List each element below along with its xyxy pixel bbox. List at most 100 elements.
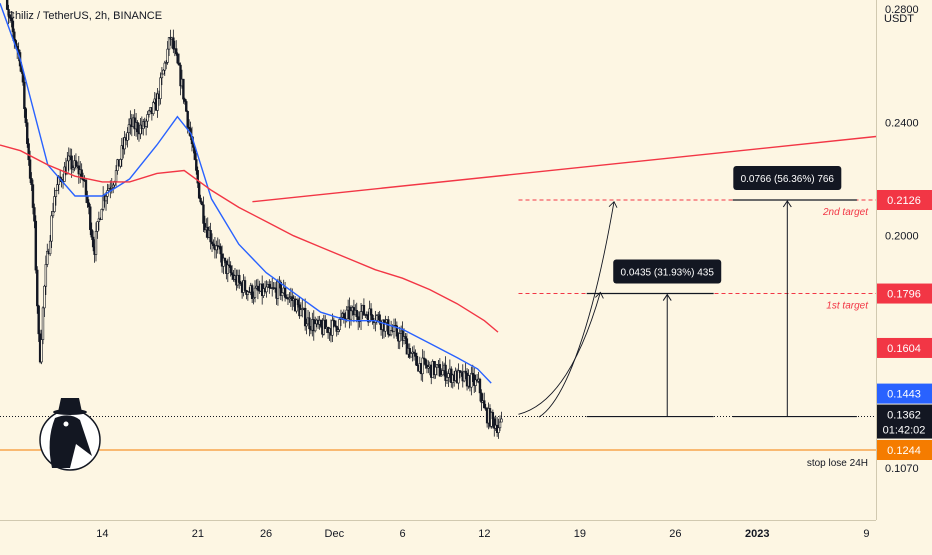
candle-body [54,190,58,197]
candle-body [305,323,308,327]
axis-price-tag-text: 0.1796 [887,289,921,301]
candle-body [415,356,419,367]
candle-body [44,264,48,287]
candle-body [37,305,40,335]
candle-body [253,287,257,298]
measure-label-box [733,166,842,190]
candle-body [345,309,348,320]
projection-arrow-head [595,291,604,299]
trend-line [252,135,877,203]
candle-body [243,280,247,291]
x-tick-label: 26 [260,528,272,540]
candle-body [160,73,164,79]
candle-body [74,160,78,167]
candle-body [31,184,35,208]
candle-body [226,264,230,274]
candle-body [71,167,75,170]
candle-body [484,407,487,410]
candle-body [336,329,340,332]
candle-body [104,196,108,202]
candle-body [412,351,416,354]
candle-body [36,269,39,307]
candle-body [126,132,129,141]
target-label: 2nd target [822,207,869,218]
candle-body [422,357,426,360]
candle-body [389,330,393,336]
measure-label-text: 0.0435 (31.93%) 435 [621,268,715,279]
candle-body [457,370,460,384]
candle-body [262,288,265,296]
measure-label-box [613,259,722,284]
candle-body [156,93,159,111]
candle-body [7,9,10,16]
measure-label-text: 0.0766 (56.36%) 766 [741,174,835,185]
x-tick-label: 2023 [745,528,769,540]
y-axis-unit: USDT [884,13,914,25]
candle-body [342,313,346,318]
projection-curve [538,201,615,418]
candle-body [447,373,450,378]
candle-body [34,220,38,271]
candle-body [303,307,307,327]
avatar-eye [63,421,69,427]
avatar-mask-body [49,415,92,468]
candle-body [200,201,204,206]
candle-body [498,421,502,429]
candle-body [483,400,486,409]
candle-body [183,98,187,102]
candle-body [110,186,113,189]
candle-body [163,62,166,71]
candle-body [136,122,139,133]
candle-body [10,17,13,22]
candle-body [295,299,298,312]
y-tick-label: 0.2400 [885,117,919,129]
candle-body [441,370,444,376]
candle-body [28,159,32,179]
candle-body [89,206,92,230]
candle-body [331,319,334,336]
candle-body [427,366,430,369]
candle-body [308,317,311,330]
candle-body [196,170,199,184]
candle-body [175,48,178,55]
axis-price-tag-text: 0.1443 [887,389,921,401]
candle-body [424,358,427,366]
candle-body [334,320,337,327]
candle-body [172,37,175,50]
candle-body [408,348,411,358]
candle-body [230,272,234,276]
author-avatar-logo [39,398,101,471]
candle-body [239,282,242,285]
candle-body [120,145,123,160]
measure-arrow-head [782,200,792,208]
candle-body [421,357,424,375]
candle-body [87,202,91,208]
candle-body [414,352,417,357]
candle-body [246,291,250,295]
candle-body [296,299,300,306]
candle-body [40,339,43,363]
candle-body [53,196,56,212]
candle-body [46,250,49,265]
candle-body [177,62,181,66]
candle-body [11,20,15,33]
red-moving-average-line [0,144,499,333]
candle-body [355,309,358,318]
candle-body [288,297,291,299]
axis-price-tag-text: 0.2126 [887,195,921,207]
candle-body [146,114,149,122]
candle-body [283,287,287,298]
avatar-hat-crown [58,398,82,412]
candle-body [111,184,115,188]
candle-body [349,310,353,320]
candle-body [434,366,437,375]
chart-title: Chiliz / TetherUS, 2h, BINANCE [7,10,163,22]
candle-body [228,264,231,267]
candle-body [440,374,443,377]
candle-body [94,231,98,255]
candle-body [50,215,53,242]
axis-price-tag [877,337,932,358]
candle-body [164,62,168,64]
